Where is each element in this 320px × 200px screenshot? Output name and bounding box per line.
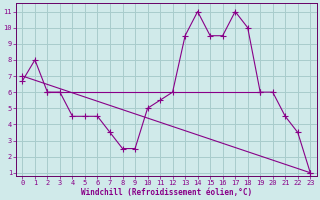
- X-axis label: Windchill (Refroidissement éolien,°C): Windchill (Refroidissement éolien,°C): [81, 188, 252, 197]
